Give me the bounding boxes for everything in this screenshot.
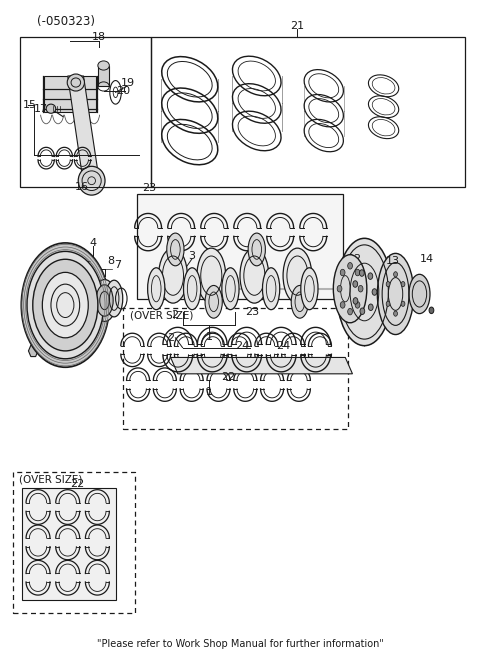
Ellipse shape bbox=[394, 272, 397, 277]
Ellipse shape bbox=[372, 289, 377, 295]
Text: 16: 16 bbox=[75, 182, 89, 192]
Ellipse shape bbox=[394, 311, 397, 316]
Text: 20: 20 bbox=[116, 86, 130, 96]
Text: 19: 19 bbox=[120, 77, 134, 87]
Text: (OVER SIZE): (OVER SIZE) bbox=[19, 475, 82, 485]
Bar bbox=[152, 37, 465, 187]
Text: 24: 24 bbox=[276, 340, 290, 351]
Ellipse shape bbox=[401, 301, 405, 306]
Text: 1: 1 bbox=[205, 387, 212, 397]
Text: 23: 23 bbox=[142, 183, 156, 193]
Polygon shape bbox=[22, 488, 116, 600]
Ellipse shape bbox=[360, 270, 364, 276]
Polygon shape bbox=[28, 345, 38, 357]
Ellipse shape bbox=[301, 268, 318, 310]
Bar bbox=[20, 37, 152, 187]
Ellipse shape bbox=[340, 302, 345, 308]
Polygon shape bbox=[68, 76, 100, 184]
Ellipse shape bbox=[409, 274, 430, 314]
Text: 5: 5 bbox=[84, 262, 91, 272]
Ellipse shape bbox=[353, 298, 358, 304]
Text: "Please refer to Work Shop Manual for further information": "Please refer to Work Shop Manual for fu… bbox=[96, 639, 384, 649]
Text: 7: 7 bbox=[114, 260, 121, 270]
Ellipse shape bbox=[222, 268, 239, 310]
Ellipse shape bbox=[33, 259, 98, 351]
Ellipse shape bbox=[336, 268, 354, 310]
Ellipse shape bbox=[78, 167, 105, 195]
Ellipse shape bbox=[42, 272, 88, 338]
Ellipse shape bbox=[240, 248, 269, 303]
Ellipse shape bbox=[336, 238, 392, 346]
Ellipse shape bbox=[337, 285, 342, 292]
Ellipse shape bbox=[158, 248, 187, 303]
Polygon shape bbox=[44, 76, 96, 112]
Text: 21: 21 bbox=[290, 20, 304, 31]
Text: 8: 8 bbox=[107, 256, 114, 266]
Ellipse shape bbox=[377, 253, 414, 335]
Ellipse shape bbox=[386, 301, 390, 306]
Ellipse shape bbox=[183, 268, 201, 310]
Text: 11: 11 bbox=[31, 288, 45, 298]
Text: 22: 22 bbox=[221, 372, 235, 382]
Text: 18: 18 bbox=[92, 31, 106, 42]
Text: 17: 17 bbox=[34, 104, 48, 113]
Ellipse shape bbox=[46, 104, 56, 113]
Polygon shape bbox=[137, 194, 343, 298]
Ellipse shape bbox=[106, 280, 123, 317]
Ellipse shape bbox=[167, 233, 184, 266]
Text: 12: 12 bbox=[348, 255, 362, 264]
Ellipse shape bbox=[42, 296, 55, 314]
Ellipse shape bbox=[340, 269, 345, 276]
Ellipse shape bbox=[27, 251, 104, 359]
Ellipse shape bbox=[368, 304, 373, 310]
Ellipse shape bbox=[401, 281, 405, 287]
Ellipse shape bbox=[98, 61, 109, 70]
Ellipse shape bbox=[205, 285, 222, 318]
Text: 2: 2 bbox=[171, 310, 178, 320]
Ellipse shape bbox=[360, 308, 365, 314]
Ellipse shape bbox=[348, 308, 352, 315]
Ellipse shape bbox=[348, 262, 352, 269]
Ellipse shape bbox=[291, 285, 309, 318]
Ellipse shape bbox=[386, 281, 390, 287]
Ellipse shape bbox=[283, 248, 312, 303]
Text: 10: 10 bbox=[50, 288, 64, 298]
Ellipse shape bbox=[96, 285, 113, 316]
Ellipse shape bbox=[248, 233, 265, 266]
Ellipse shape bbox=[355, 269, 360, 276]
Ellipse shape bbox=[358, 285, 363, 292]
Ellipse shape bbox=[333, 255, 367, 323]
Text: 15: 15 bbox=[23, 100, 37, 110]
Text: 4: 4 bbox=[89, 238, 96, 248]
Text: 23: 23 bbox=[245, 306, 259, 317]
Ellipse shape bbox=[67, 74, 84, 91]
Ellipse shape bbox=[93, 279, 117, 321]
Ellipse shape bbox=[355, 302, 360, 308]
Polygon shape bbox=[170, 358, 352, 374]
Bar bbox=[12, 472, 135, 613]
Text: 3: 3 bbox=[189, 251, 196, 261]
Ellipse shape bbox=[429, 307, 434, 314]
Ellipse shape bbox=[197, 248, 226, 303]
Bar bbox=[98, 66, 109, 87]
Text: 24: 24 bbox=[235, 340, 250, 351]
Text: 14: 14 bbox=[420, 255, 434, 264]
Ellipse shape bbox=[21, 243, 109, 367]
Text: 13: 13 bbox=[386, 256, 400, 266]
Ellipse shape bbox=[353, 281, 358, 287]
Bar bbox=[123, 308, 348, 430]
Text: 2: 2 bbox=[167, 333, 174, 343]
Ellipse shape bbox=[263, 268, 280, 310]
Text: 1: 1 bbox=[205, 331, 212, 342]
Text: (-050323): (-050323) bbox=[36, 15, 95, 28]
Ellipse shape bbox=[368, 273, 373, 279]
Text: 6: 6 bbox=[71, 258, 78, 268]
Text: 9: 9 bbox=[83, 286, 89, 297]
Text: (OVER SIZE): (OVER SIZE) bbox=[130, 310, 193, 320]
Text: 22: 22 bbox=[70, 479, 84, 489]
Ellipse shape bbox=[148, 268, 165, 310]
